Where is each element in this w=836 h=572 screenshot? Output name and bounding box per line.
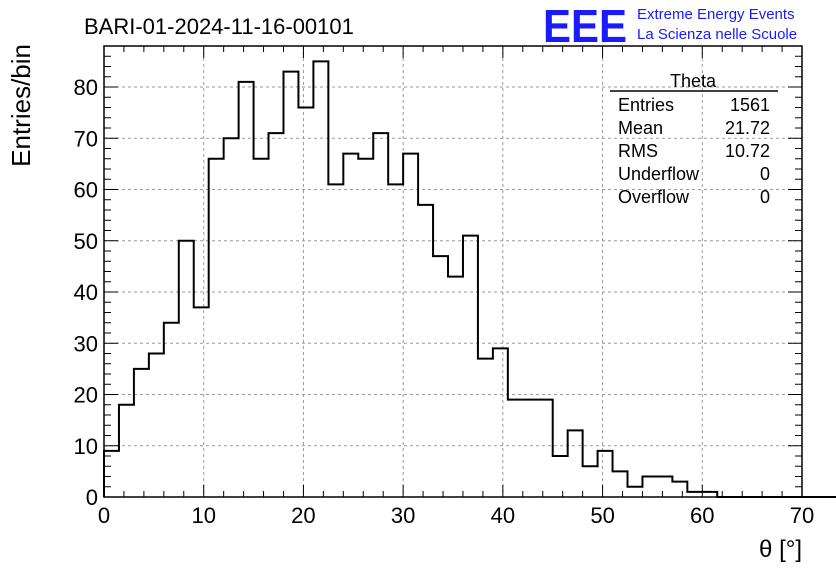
stats-row-label: Mean	[618, 118, 663, 138]
y-tick-label: 80	[74, 75, 98, 100]
y-tick-labels: 0 10 20 30 40 50 60 70 80	[74, 75, 98, 510]
stats-row-value: 21.72	[725, 118, 770, 138]
x-tick-label: 0	[98, 503, 110, 528]
logo-mark: EEE	[543, 0, 627, 52]
stats-row-value: 10.72	[725, 141, 770, 161]
x-tick-labels: 0 10 20 30 40 50 60 70	[98, 503, 814, 528]
x-axis-label: θ [°]	[759, 536, 802, 563]
stats-row-label: RMS	[618, 141, 658, 161]
eee-logo: EEE Extreme Energy Events La Scienza nel…	[543, 0, 797, 52]
logo-line2: La Scienza nelle Scuole	[637, 26, 797, 43]
y-axis-label: Entries/bin	[6, 44, 36, 167]
chart-title: BARI-01-2024-11-16-00101	[84, 14, 354, 39]
x-tick-label: 20	[291, 503, 315, 528]
stats-row-value: 0	[760, 164, 770, 184]
stats-title: Theta	[670, 71, 717, 91]
y-tick-label: 40	[74, 280, 98, 305]
x-tick-label: 60	[690, 503, 714, 528]
y-tick-label: 50	[74, 229, 98, 254]
stats-row-label: Entries	[618, 95, 674, 115]
stats-row-value: 0	[760, 187, 770, 207]
stats-row-label: Overflow	[618, 187, 690, 207]
grid-lines	[104, 46, 802, 497]
histogram-outline	[103, 60, 836, 498]
x-tick-label: 30	[391, 503, 415, 528]
y-tick-label: 30	[74, 331, 98, 356]
x-tick-label: 70	[790, 503, 814, 528]
y-tick-label: 10	[74, 434, 98, 459]
stats-row-value: 1561	[730, 95, 770, 115]
x-tick-label: 40	[491, 503, 515, 528]
y-tick-label: 60	[74, 178, 98, 203]
logo-line1: Extreme Energy Events	[637, 6, 795, 23]
x-tick-label: 50	[590, 503, 614, 528]
y-tick-label: 0	[86, 485, 98, 510]
x-tick-label: 10	[191, 503, 215, 528]
stats-row-label: Underflow	[618, 164, 700, 184]
axis-ticks	[103, 45, 803, 498]
y-tick-label: 20	[74, 383, 98, 408]
y-tick-label: 70	[74, 126, 98, 151]
stats-box: Theta Entries 1561 Mean 21.72 RMS 10.72 Underf…	[610, 71, 778, 207]
